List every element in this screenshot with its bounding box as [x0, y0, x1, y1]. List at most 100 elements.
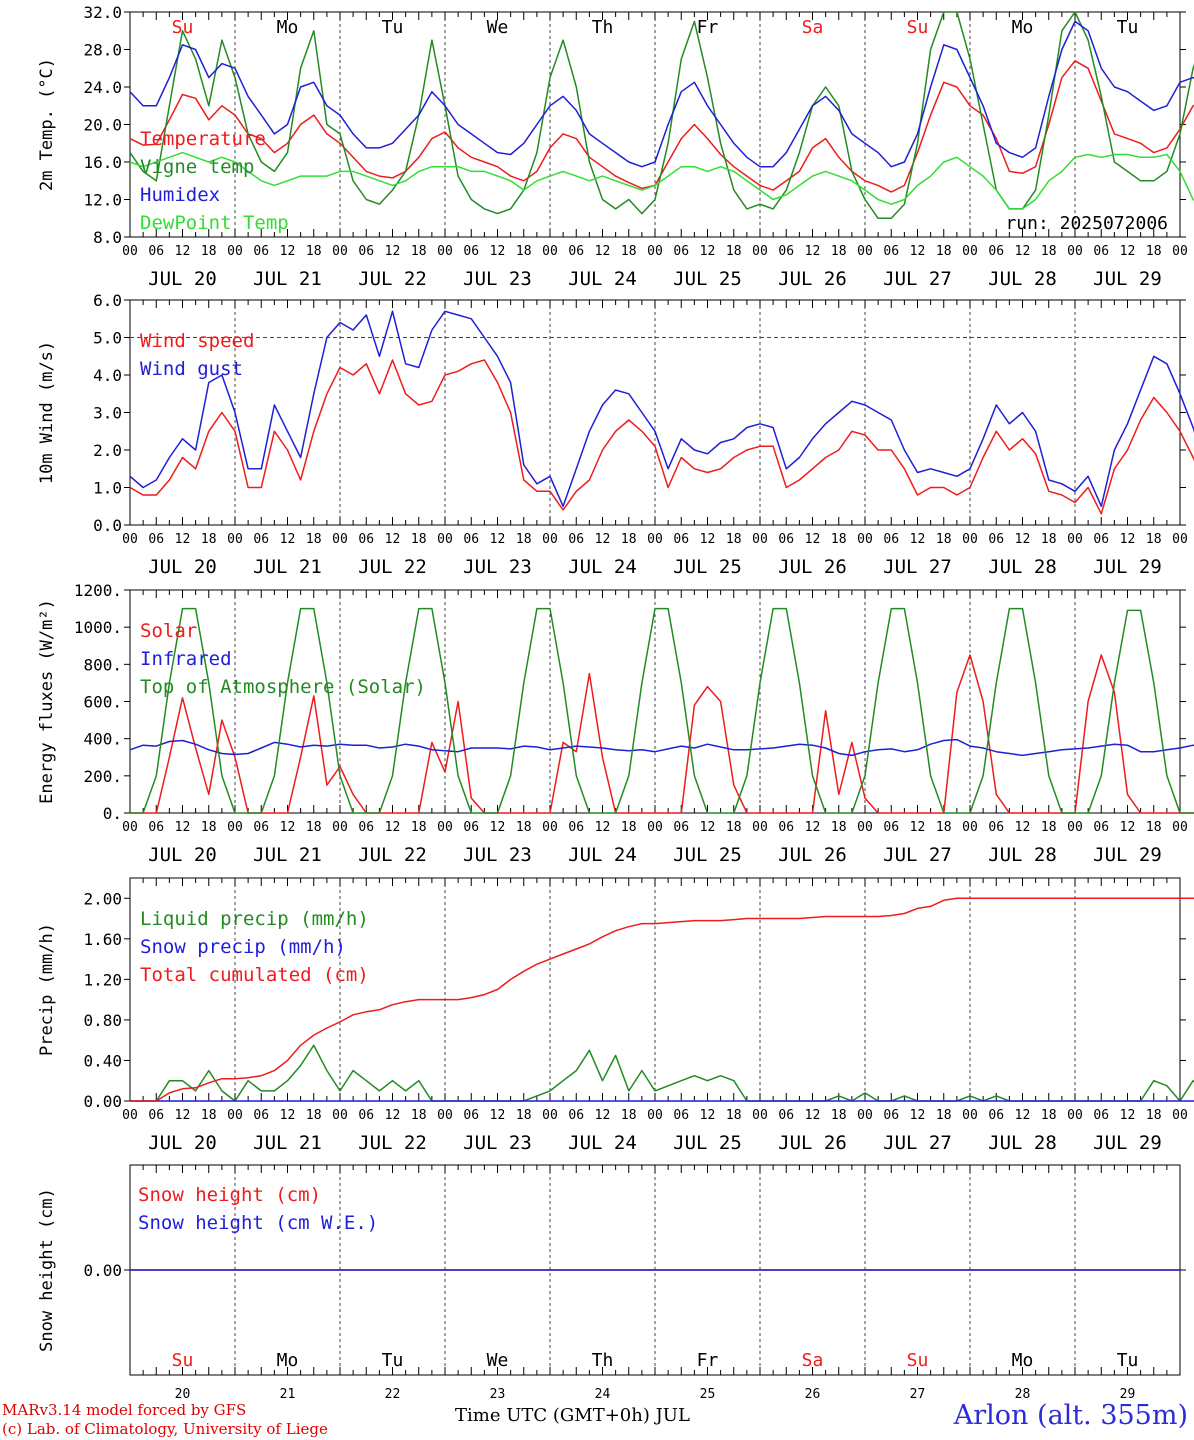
panel-0-hour-label: 00	[437, 244, 453, 259]
panel-0-hour-label: 18	[831, 244, 847, 259]
panel-3-hour-label: 12	[490, 1108, 506, 1123]
panel-3-hour-label: 06	[673, 1108, 689, 1123]
panel-3-hour-label: 18	[306, 1108, 322, 1123]
panel-3-hour-label: 06	[358, 1108, 374, 1123]
panel-3-hour-label: 00	[542, 1108, 558, 1123]
panel-0-hour-label: 00	[962, 244, 978, 259]
panel-2-hour-label: 18	[411, 820, 427, 835]
bottom-date-number: 20	[175, 1387, 191, 1402]
panel-3-hour-label: 12	[595, 1108, 611, 1123]
panel-2-legend-2: Top of Atmosphere (Solar)	[140, 676, 426, 698]
panel-1-date-label: JUL 29	[1093, 556, 1162, 578]
panel-0-date-label: JUL 28	[988, 268, 1057, 290]
panel-0-hour-label: 00	[332, 244, 348, 259]
panel-1-hour-label: 18	[306, 532, 322, 547]
panel-3-date-label: JUL 24	[568, 1132, 637, 1154]
bottom-weekday-label: Tu	[382, 1350, 404, 1371]
panel-3-legend-0: Liquid precip (mm/h)	[140, 908, 369, 930]
panel-2-hour-label: 18	[201, 820, 217, 835]
bottom-weekday-label: We	[487, 1350, 509, 1371]
panel-1-hour-label: 00	[962, 532, 978, 547]
panel-0-y-tick-label: 8.0	[93, 228, 122, 247]
panel-2-y-tick-label: 800.	[83, 655, 122, 674]
panel-1-date-label: JUL 28	[988, 556, 1057, 578]
panel-1-y-tick-label: 1.0	[93, 479, 122, 498]
panel-3-hour-label: 18	[621, 1108, 637, 1123]
panel-0-date-label: JUL 21	[253, 268, 322, 290]
bottom-weekday-label: Su	[907, 1350, 929, 1371]
panel-2-y-tick-label: 1200.	[74, 581, 122, 600]
panel-3-hour-label: 12	[1015, 1108, 1031, 1123]
panel-1-hour-label: 00	[1067, 532, 1083, 547]
panel-2-y-tick-label: 1000.	[74, 618, 122, 637]
model-credit: MARv3.14 model forced by GFS	[2, 1401, 247, 1419]
bottom-weekday-label: Su	[172, 1350, 194, 1371]
panel-2-hour-label: 12	[910, 820, 926, 835]
panel-1-hour-label: 00	[542, 532, 558, 547]
top-weekday-label: Su	[172, 17, 194, 38]
panel-3-y-tick-label: 0.00	[83, 1092, 122, 1111]
top-weekday-label: Su	[907, 17, 929, 38]
panel-2-hour-label: 00	[962, 820, 978, 835]
panel-2-hour-label: 18	[516, 820, 532, 835]
panel-2-hour-label: 00	[752, 820, 768, 835]
panel-2-y-tick-label: 400.	[83, 730, 122, 749]
panel-0-hour-label: 12	[490, 244, 506, 259]
time-axis-label: Time UTC (GMT+0h) JUL	[455, 1405, 690, 1426]
panel-2-hour-label: 06	[778, 820, 794, 835]
bottom-date-number: 27	[910, 1387, 926, 1402]
panel-1-hour-label: 18	[411, 532, 427, 547]
panel-1-hour-label: 12	[595, 532, 611, 547]
panel-2-hour-label: 12	[490, 820, 506, 835]
panel-3-date-label: JUL 28	[988, 1132, 1057, 1154]
panel-2-y-tick-label: 0.	[103, 804, 122, 823]
panel-3-y-tick-label: 0.80	[83, 1011, 122, 1030]
panel-3-hour-label: 00	[1172, 1108, 1188, 1123]
top-weekday-label: Mo	[277, 17, 299, 38]
panel-3-date-label: JUL 25	[673, 1132, 742, 1154]
panel-3-hour-label: 00	[752, 1108, 768, 1123]
panel-1-hour-label: 12	[805, 532, 821, 547]
panel-0-date-label: JUL 20	[148, 268, 217, 290]
bottom-date-number: 28	[1015, 1387, 1031, 1402]
panel-1-date-label: JUL 22	[358, 556, 427, 578]
run-label: run: 2025072006	[1005, 213, 1168, 234]
bottom-date-number: 23	[490, 1387, 506, 1402]
station-label: Arlon (alt. 355m)	[953, 1400, 1188, 1431]
panel-0-legend-2: Humidex	[140, 184, 220, 206]
panel-0-series-2-line	[129, 20, 1194, 168]
panel-1-hour-label: 12	[910, 532, 926, 547]
bottom-date-number: 29	[1120, 1387, 1136, 1402]
panel-1-legend-0: Wind speed	[140, 330, 254, 352]
panel-2-series-1-line	[129, 738, 1194, 757]
panel-3-date-label: JUL 20	[148, 1132, 217, 1154]
panel-0-series-1-line	[129, 11, 1194, 220]
panel-0-date-label: JUL 22	[358, 268, 427, 290]
panel-0-hour-label: 12	[1120, 244, 1136, 259]
panel-3-y-tick-label: 1.20	[83, 970, 122, 989]
panel-4-y-tick-label: 0.00	[83, 1261, 122, 1280]
panel-3-hour-label: 18	[936, 1108, 952, 1123]
panel-0-hour-label: 00	[1172, 244, 1188, 259]
panel-1-y-tick-label: 3.0	[93, 404, 122, 423]
panel-1-hour-label: 00	[647, 532, 663, 547]
panel-1-hour-label: 06	[253, 532, 269, 547]
panel-2-hour-label: 00	[1067, 820, 1083, 835]
panel-2-hour-label: 00	[857, 820, 873, 835]
panel-3-hour-label: 12	[700, 1108, 716, 1123]
panel-0-hour-label: 18	[516, 244, 532, 259]
panel-3-date-label: JUL 29	[1093, 1132, 1162, 1154]
panel-0-series-0-line	[129, 60, 1194, 193]
panel-3-hour-label: 00	[437, 1108, 453, 1123]
panel-3-hour-label: 18	[411, 1108, 427, 1123]
panel-2-hour-label: 18	[726, 820, 742, 835]
panel-0-hour-label: 06	[568, 244, 584, 259]
panel-3-hour-label: 06	[883, 1108, 899, 1123]
panel-2-date-label: JUL 21	[253, 844, 322, 866]
top-weekday-label: Mo	[1012, 17, 1034, 38]
bottom-weekday-label: Mo	[1012, 1350, 1034, 1371]
panel-2-hour-label: 18	[831, 820, 847, 835]
panel-1-y-tick-label: 2.0	[93, 441, 122, 460]
panel-0-hour-label: 06	[988, 244, 1004, 259]
panel-1-date-label: JUL 27	[883, 556, 952, 578]
